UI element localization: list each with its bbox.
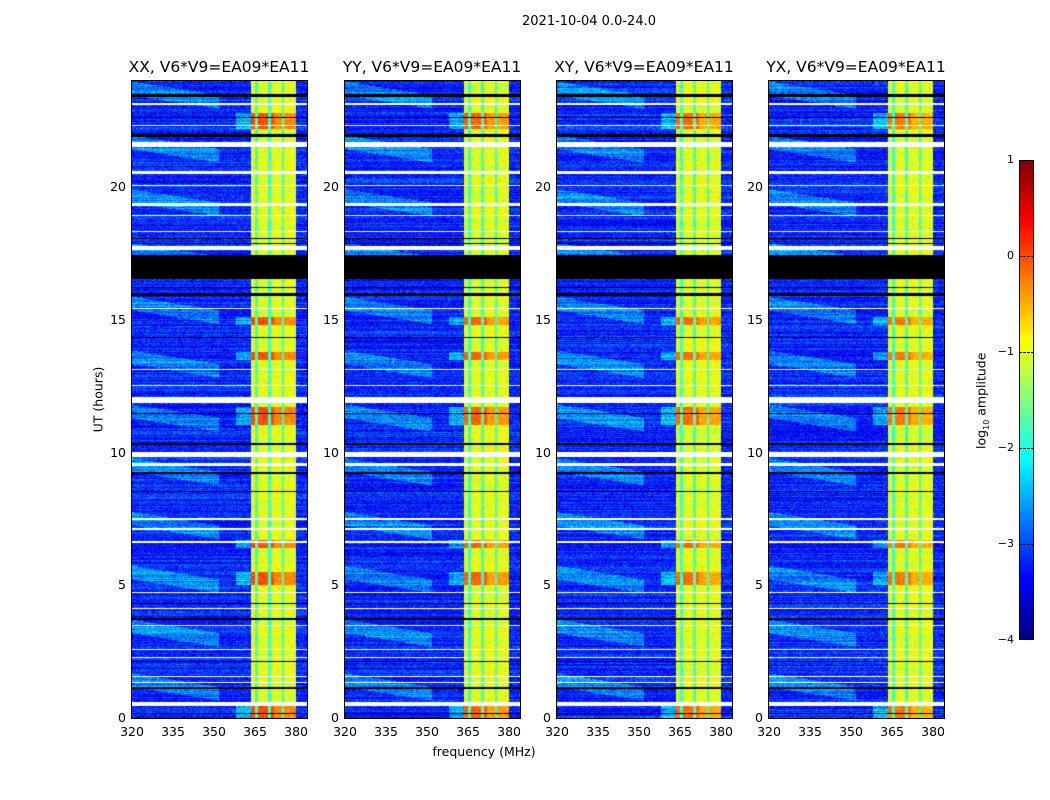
- panel-title: YY, V6*V9=EA09*EA11: [342, 58, 522, 76]
- x-tick-label: 320: [333, 724, 357, 739]
- y-tick-label: 5: [118, 577, 126, 593]
- y-tick-label: 20: [535, 179, 551, 195]
- colorbar-tick-label: −4: [997, 633, 1014, 646]
- y-tick-label: 0: [755, 710, 763, 725]
- x-tick-label: 350: [415, 724, 439, 739]
- x-tick-label: 380: [284, 724, 308, 739]
- heatmap-panel: [131, 80, 308, 719]
- colorbar-tick-mark: [1019, 448, 1034, 449]
- y-tick-label: 15: [323, 311, 339, 327]
- y-tick-label: 0: [331, 710, 339, 725]
- y-tick-label: 20: [110, 179, 126, 195]
- heatmap-image: [769, 81, 944, 718]
- heatmap-image: [132, 81, 307, 718]
- x-tick-label: 380: [921, 724, 945, 739]
- colorbar-label-rest: amplitude: [973, 352, 989, 420]
- heatmap-panel: [344, 80, 521, 719]
- x-tick-label: 365: [456, 724, 480, 739]
- colorbar-tick-label: −3: [997, 537, 1014, 550]
- colorbar: [1019, 160, 1034, 640]
- colorbar-label: log10 amplitude: [973, 341, 991, 461]
- heatmap-panel: [556, 80, 733, 719]
- y-tick-label: 5: [543, 577, 551, 593]
- y-tick-label: 10: [323, 444, 339, 460]
- x-tick-label: 335: [161, 724, 185, 739]
- y-tick-label: 15: [110, 311, 126, 327]
- y-tick-label: 0: [118, 710, 126, 725]
- colorbar-tick-mark: [1019, 544, 1034, 545]
- y-tick-label: 20: [323, 179, 339, 195]
- x-tick-label: 335: [586, 724, 610, 739]
- x-tick-label: 350: [839, 724, 863, 739]
- y-tick-label: 20: [747, 179, 763, 195]
- x-tick-label: 380: [497, 724, 521, 739]
- panel-title: YX, V6*V9=EA09*EA11: [766, 58, 946, 76]
- x-tick-label: 365: [243, 724, 267, 739]
- colorbar-tick-label: 1: [1007, 153, 1014, 166]
- colorbar-label-main: log: [973, 429, 989, 449]
- y-tick-label: 10: [535, 444, 551, 460]
- y-tick-label: 15: [535, 311, 551, 327]
- panel-title: XY, V6*V9=EA09*EA11: [554, 58, 734, 76]
- y-tick-label: 5: [331, 577, 339, 593]
- y-tick-label: 10: [110, 444, 126, 460]
- heatmap-panel: [768, 80, 945, 719]
- x-tick-label: 365: [880, 724, 904, 739]
- y-tick-label: 0: [543, 710, 551, 725]
- y-tick-label: 10: [747, 444, 763, 460]
- y-tick-label: 15: [747, 311, 763, 327]
- x-tick-label: 350: [202, 724, 226, 739]
- x-tick-label: 335: [374, 724, 398, 739]
- x-tick-label: 320: [757, 724, 781, 739]
- heatmap-image: [557, 81, 732, 718]
- x-tick-label: 380: [709, 724, 733, 739]
- colorbar-label-sub: 10: [981, 419, 991, 430]
- x-tick-label: 365: [668, 724, 692, 739]
- figure-title: 2021-10-04 0.0-24.0: [522, 14, 656, 29]
- panel-title: XX, V6*V9=EA09*EA11: [128, 58, 310, 76]
- colorbar-tick-label: 0: [1007, 249, 1014, 262]
- heatmap-image: [345, 81, 520, 718]
- x-tick-label: 350: [627, 724, 651, 739]
- colorbar-tick-label: −2: [997, 441, 1014, 454]
- x-tick-label: 320: [545, 724, 569, 739]
- x-tick-label: 320: [120, 724, 144, 739]
- x-tick-label: 335: [798, 724, 822, 739]
- colorbar-tick-mark: [1019, 256, 1034, 257]
- y-tick-label: 5: [755, 577, 763, 593]
- x-axis-label: frequency (MHz): [432, 744, 536, 759]
- colorbar-tick-mark: [1019, 352, 1034, 353]
- colorbar-tick-label: −1: [997, 345, 1014, 358]
- y-axis-label: UT (hours): [90, 366, 106, 433]
